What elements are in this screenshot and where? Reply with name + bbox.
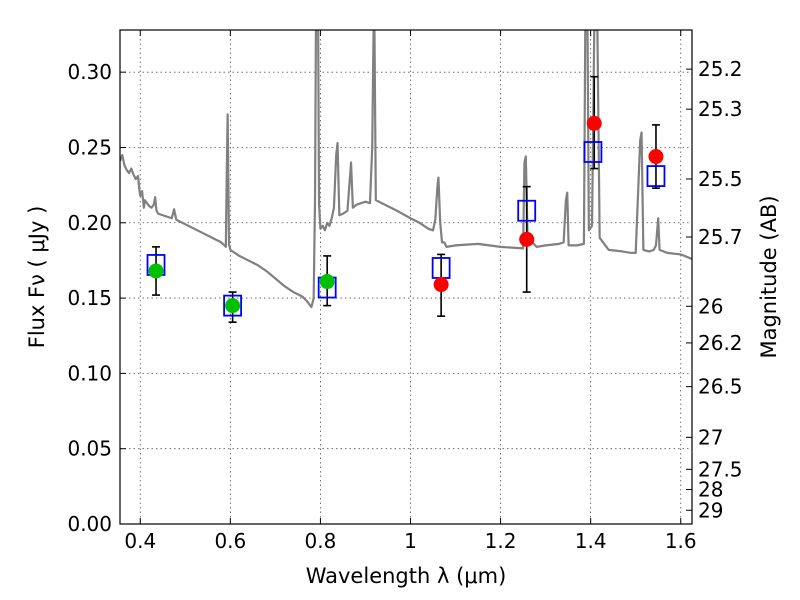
red-data-point	[519, 231, 535, 247]
y2-tick-label: 29	[698, 498, 723, 522]
y2-tick-label: 26.5	[698, 375, 743, 399]
model-spectrum-line	[120, 30, 692, 309]
y2-tick-label: 28	[698, 477, 723, 501]
x-tick-label: 1.4	[575, 529, 607, 553]
model-flux-box	[583, 141, 603, 163]
x-tick-label: 0.6	[214, 529, 246, 553]
y2-tick-label: 25.3	[698, 97, 743, 121]
tick-layer: 0.4 0.6 0.8 1 1.2 1.4 1.6 0.00 0.05 0.10 0.15 0.20 0…	[67, 30, 743, 553]
model-spectrum-layer	[120, 30, 692, 309]
red-data-point	[433, 277, 449, 293]
y2-tick-label: 26	[698, 294, 723, 318]
y-tick-label: 0.25	[67, 135, 112, 159]
y-tick-label: 0.00	[67, 512, 112, 536]
red-data-point	[586, 115, 602, 131]
red-data-point	[648, 149, 664, 165]
green-data-point	[148, 263, 164, 279]
y2-tick-label: 25.5	[698, 167, 743, 191]
x-tick-label: 1.6	[665, 529, 697, 553]
y2-axis-label: Magnitude (AB)	[757, 195, 781, 358]
model-flux-box	[646, 165, 666, 187]
green-data-point	[319, 274, 335, 290]
plot-background	[120, 30, 692, 524]
y-tick-label: 0.20	[67, 211, 112, 235]
y2-tick-label: 26.2	[698, 331, 743, 355]
y-tick-label: 0.30	[67, 60, 112, 84]
plot-frame	[119, 29, 693, 525]
model-flux-box	[223, 294, 242, 317]
y2-tick-label: 25.7	[698, 225, 743, 249]
y-tick-label: 0.15	[67, 286, 112, 310]
x-tick-label: 1	[404, 529, 417, 553]
x-tick-label: 0.4	[124, 529, 156, 553]
y2-tick-label: 27	[698, 425, 723, 449]
y-tick-label: 0.05	[67, 437, 112, 461]
green-data-point	[225, 298, 241, 314]
y2-tick-label: 27.5	[698, 457, 743, 481]
y-tick-label: 0.10	[67, 361, 112, 385]
y-axis-label: Flux Fν ( μJy )	[25, 206, 49, 349]
y2-tick-label: 25.2	[698, 57, 743, 81]
model-flux-box	[517, 199, 537, 222]
x-tick-label: 1.2	[485, 529, 517, 553]
x-tick-label: 0.8	[305, 529, 337, 553]
x-axis-label: Wavelength λ (μm)	[306, 564, 507, 588]
marker-layer	[146, 75, 666, 323]
